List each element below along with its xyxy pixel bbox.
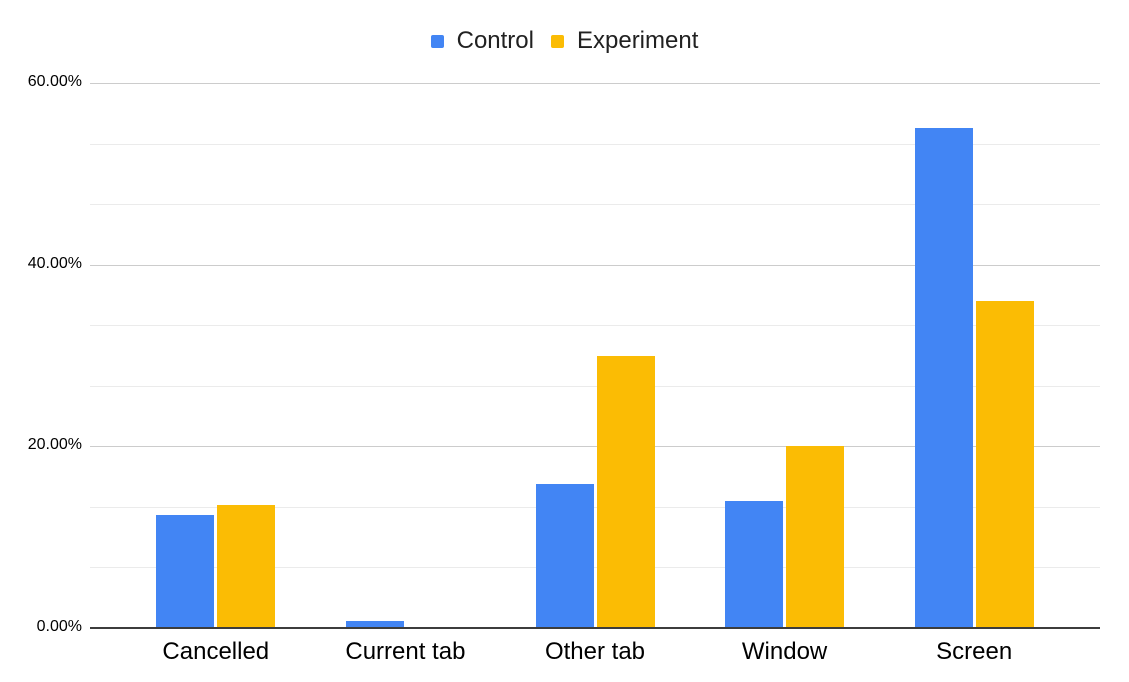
y-tick-label: 0.00% <box>36 618 82 635</box>
gridline-minor <box>90 385 1100 387</box>
bar-control-window <box>725 500 784 628</box>
y-tick-label: 20.00% <box>27 436 82 454</box>
plot-area <box>90 83 1100 629</box>
gridline-major <box>90 83 1100 84</box>
y-tick-label: 60.00% <box>27 73 82 90</box>
y-tick-label: 40.00% <box>27 254 82 272</box>
gridline-minor <box>90 143 1100 145</box>
x-axis-label-window: Window <box>741 638 828 665</box>
x-axis-label-current-tab: Current tab <box>345 638 466 665</box>
chart-legend: Control Experiment <box>0 27 1129 55</box>
x-axis-line <box>90 627 1100 629</box>
bar-control-current-tab <box>345 620 404 628</box>
legend-swatch-control <box>430 34 444 48</box>
x-axis-label-screen: Screen <box>936 638 1013 665</box>
legend-item-experiment: Experiment <box>550 27 699 55</box>
x-axis-label-cancelled: Cancelled <box>162 638 270 665</box>
gridline-minor <box>90 325 1100 327</box>
legend-label: Control <box>456 27 534 54</box>
x-axis-label-other-tab: Other tab <box>544 638 646 665</box>
gridline-minor <box>90 567 1100 569</box>
gridline-minor <box>90 204 1100 206</box>
bar-experiment-window <box>786 446 845 628</box>
bar-control-cancelled <box>156 515 215 628</box>
gridline-major <box>90 446 1100 448</box>
gridline-minor <box>90 506 1100 508</box>
legend-item-control: Control <box>430 27 534 55</box>
legend-label: Experiment <box>576 27 699 54</box>
bar-control-screen <box>914 127 973 628</box>
bar-experiment-cancelled <box>217 505 276 628</box>
bar-control-other-tab <box>535 483 594 628</box>
gridline-major <box>90 264 1100 266</box>
bar-experiment-screen <box>975 301 1034 628</box>
legend-swatch-experiment <box>550 34 564 48</box>
bar-experiment-other-tab <box>596 355 655 628</box>
